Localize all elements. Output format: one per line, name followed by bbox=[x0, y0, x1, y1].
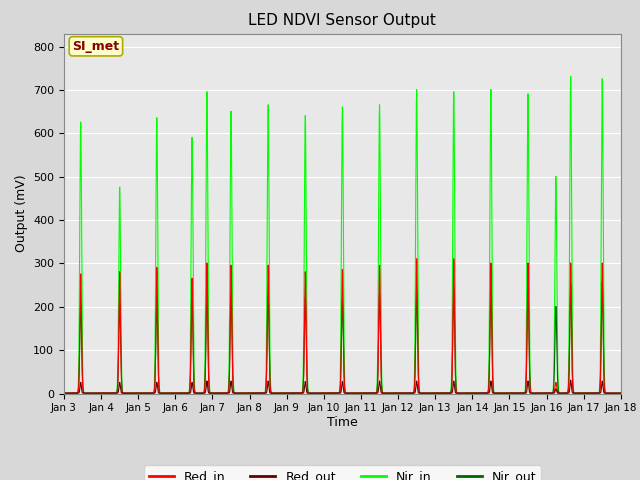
Red_in bbox=[617, 390, 625, 396]
Nir_in bbox=[78, 242, 86, 248]
Text: SI_met: SI_met bbox=[72, 40, 120, 53]
Nir_out bbox=[355, 390, 362, 396]
Red_in bbox=[60, 390, 68, 396]
Red_out bbox=[78, 387, 86, 393]
Red_in bbox=[121, 390, 129, 396]
X-axis label: Time: Time bbox=[327, 416, 358, 429]
Red_in bbox=[78, 336, 86, 341]
Nir_out bbox=[60, 390, 68, 396]
Nir_in bbox=[355, 390, 362, 396]
Nir_in bbox=[121, 390, 129, 396]
Line: Nir_out: Nir_out bbox=[64, 283, 621, 393]
Red_out bbox=[617, 390, 625, 396]
Red_out bbox=[194, 390, 202, 396]
Nir_out bbox=[598, 280, 606, 286]
Nir_out bbox=[121, 390, 129, 396]
Nir_out bbox=[617, 390, 625, 396]
Red_in bbox=[543, 390, 550, 396]
Y-axis label: Output (mV): Output (mV) bbox=[15, 175, 28, 252]
Red_in bbox=[355, 390, 362, 396]
Line: Nir_in: Nir_in bbox=[64, 76, 621, 393]
Red_in bbox=[182, 390, 190, 396]
Red_out bbox=[543, 390, 550, 396]
Red_out bbox=[60, 390, 68, 396]
Nir_in bbox=[194, 390, 202, 396]
Line: Red_out: Red_out bbox=[64, 380, 621, 393]
Title: LED NDVI Sensor Output: LED NDVI Sensor Output bbox=[248, 13, 436, 28]
Nir_in bbox=[617, 390, 625, 396]
Red_out bbox=[121, 390, 129, 396]
Nir_in bbox=[182, 390, 190, 396]
Nir_in bbox=[60, 390, 68, 396]
Line: Red_in: Red_in bbox=[64, 259, 621, 393]
Red_out bbox=[355, 390, 362, 396]
Nir_out bbox=[182, 390, 190, 396]
Nir_out bbox=[194, 390, 202, 396]
Nir_in bbox=[567, 73, 575, 79]
Nir_out bbox=[543, 390, 550, 396]
Red_in bbox=[450, 256, 458, 262]
Red_in bbox=[194, 390, 202, 396]
Nir_in bbox=[543, 390, 550, 396]
Legend: Red_in, Red_out, Nir_in, Nir_out: Red_in, Red_out, Nir_in, Nir_out bbox=[143, 465, 541, 480]
Nir_out bbox=[78, 342, 86, 348]
Red_out bbox=[567, 377, 575, 383]
Red_out bbox=[182, 390, 190, 396]
